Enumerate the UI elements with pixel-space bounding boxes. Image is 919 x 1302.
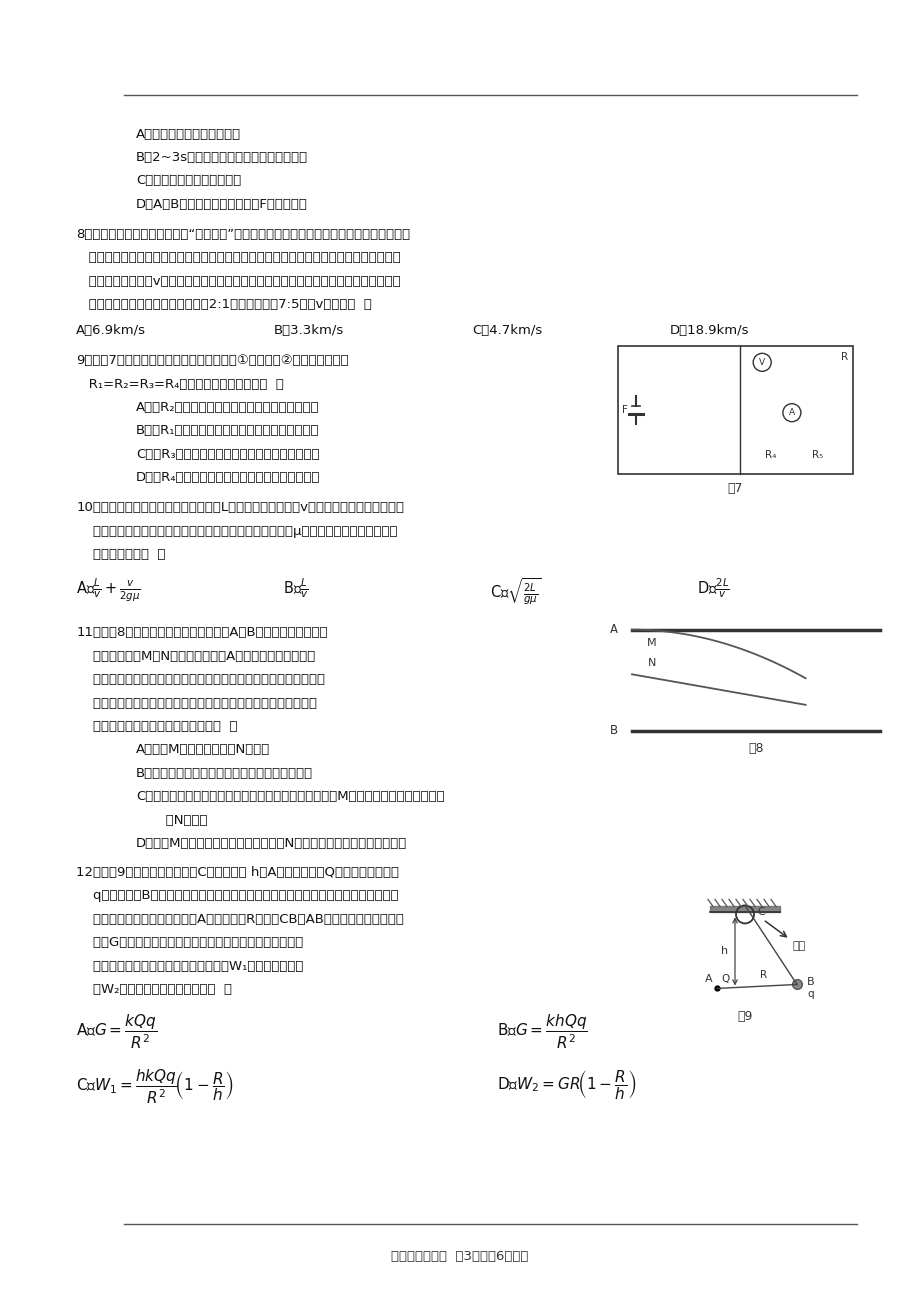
Text: B．$\frac{L}{v}$: B．$\frac{L}{v}$: [283, 577, 309, 600]
Text: R: R: [841, 353, 847, 362]
Text: C．从两个电荷进入电场到两个电荷相遇，电场力对电荷M做的功一定大于电场力对电: C．从两个电荷进入电场到两个电荷相遇，电场力对电荷M做的功一定大于电场力对电: [136, 790, 444, 803]
Text: 9．如图7所示，电源内阔不能忽略，电流表①和电压表②均为理想电表，: 9．如图7所示，电源内阔不能忽略，电流表①和电压表②均为理想电表，: [76, 354, 348, 367]
Text: R₁=R₂=R₃=R₄，下列说法中正确的是（  ）: R₁=R₂=R₃=R₄，下列说法中正确的是（ ）: [76, 378, 284, 391]
Text: V: V: [758, 358, 765, 367]
Text: A．$\frac{L}{v}+\frac{v}{2g\mu}$: A．$\frac{L}{v}+\frac{v}{2g\mu}$: [76, 577, 141, 604]
Text: 图9: 图9: [736, 1010, 752, 1023]
Text: q的带电小球B用绵缘细线绳栓着，细线跨过滑轮，另一端用适当大小的力拉住，使小: q的带电小球B用绵缘细线绳栓着，细线跨过滑轮，另一端用适当大小的力拉住，使小: [76, 889, 399, 902]
Text: 力为G，缓慢拉动细绳（始终保持小球平衡）直到小球刚到: 力为G，缓慢拉动细绳（始终保持小球平衡）直到小球刚到: [76, 936, 303, 949]
Text: 体，已知地球和火星的半径之比为2:1，密度之比为7:5，则v大约为（  ）: 体，已知地球和火星的半径之比为2:1，密度之比为7:5，则v大约为（ ）: [76, 298, 372, 311]
Text: C．$\sqrt{\frac{2L}{g\mu}}$: C．$\sqrt{\frac{2L}{g\mu}}$: [490, 577, 541, 607]
Bar: [618, 346, 852, 474]
Text: 为W₂，则下列关系式正确的是（  ）: 为W₂，则下列关系式正确的是（ ）: [76, 983, 233, 996]
Text: q: q: [806, 990, 812, 1000]
Text: 相互作用，则下列说法中正确的是（  ）: 相互作用，则下列说法中正确的是（ ）: [76, 720, 238, 733]
Text: 球处于静止状态，这时小球与A点的距离为R，细线CB与AB垂直。若小球所受的重: 球处于静止状态，这时小球与A点的距离为R，细线CB与AB垂直。若小球所受的重: [76, 913, 403, 926]
Text: Q: Q: [720, 974, 729, 984]
Text: 图7: 图7: [727, 482, 743, 495]
Text: D．18.9km/s: D．18.9km/s: [669, 324, 748, 337]
Text: C．4.7km/s: C．4.7km/s: [471, 324, 541, 337]
Text: R₄: R₄: [765, 450, 776, 460]
Text: D．$W_2=GR\!\left(1-\dfrac{R}{h}\right)$: D．$W_2=GR\!\left(1-\dfrac{R}{h}\right)$: [496, 1068, 635, 1100]
Text: 调整速度以线速度v在火星表面附近环绕飞行，若认为地球和火星都是质量分布均匀的球: 调整速度以线速度v在火星表面附近环绕飞行，若认为地球和火星都是质量分布均匀的球: [76, 275, 401, 288]
Text: 8．据报道，目前我国正在研制“萤火二号”火星探测器，假设此发射过程为：先让运载火箭将: 8．据报道，目前我国正在研制“萤火二号”火星探测器，假设此发射过程为：先让运载火…: [76, 228, 410, 241]
Text: 荷N做的功: 荷N做的功: [136, 814, 208, 827]
Text: 的时间可能是（  ）: 的时间可能是（ ）: [76, 548, 165, 561]
Text: B．若R₁断路，电流表示数变小，电压表示数变小: B．若R₁断路，电流表示数变小，电压表示数变小: [136, 424, 319, 437]
Text: B．3.3km/s: B．3.3km/s: [274, 324, 344, 337]
Text: B．2~3s时间内两物体间的摩擦力逐渐减小: B．2~3s时间内两物体间的摩擦力逐渐减小: [136, 151, 308, 164]
Text: A．$G=\dfrac{kQq}{R^2}$: A．$G=\dfrac{kQq}{R^2}$: [76, 1013, 157, 1052]
Text: B．$G=\dfrac{khQq}{R^2}$: B．$G=\dfrac{khQq}{R^2}$: [496, 1013, 587, 1052]
Text: 10．水平传送带两传动轮之间的距离为L，传送带以恒定速率v水平向右传送，在其左端无: 10．水平传送带两传动轮之间的距离为L，传送带以恒定速率v水平向右传送，在其左端…: [76, 501, 404, 514]
Text: A．电荷M的比荷大于电荷N的比荷: A．电荷M的比荷大于电荷N的比荷: [136, 743, 270, 756]
Text: C．$W_1=\dfrac{hkQq}{R^2}\!\left(1-\dfrac{R}{h}\right)$: C．$W_1=\dfrac{hkQq}{R^2}\!\left(1-\dfrac…: [76, 1068, 234, 1107]
Text: 个电荷恰好在板间某点相遇。若不考虑电荷的重力和它们之间的: 个电荷恰好在板间某点相遇。若不考虑电荷的重力和它们之间的: [76, 697, 317, 710]
Text: 滑轮的正下方过程中，拉力所做的功为W₁，电场力做的功: 滑轮的正下方过程中，拉力所做的功为W₁，电场力做的功: [76, 960, 303, 973]
Text: 源，两个电荷M和N同时分别从极板A的左边缘和两极板的正: 源，两个电荷M和N同时分别从极板A的左边缘和两极板的正: [76, 650, 315, 663]
Text: D．若R₄断路，电流表示数变小，电压表示数变大: D．若R₄断路，电流表示数变小，电压表示数变大: [136, 471, 321, 484]
Text: 12．如图9所示，在光滑小滑轮C正下方相距 h的A处固定一电量Q的点电荷，电量为: 12．如图9所示，在光滑小滑轮C正下方相距 h的A处固定一电量Q的点电荷，电量为: [76, 866, 399, 879]
Text: N: N: [647, 659, 655, 668]
Text: A: A: [609, 624, 618, 637]
Text: M: M: [646, 638, 656, 647]
Text: 其送入太空，以第一宇宙速度环绕地球飞行，再调整速度进入地火转移轨道，最后再一次: 其送入太空，以第一宇宙速度环绕地球飞行，再调整速度进入地火转移轨道，最后再一次: [76, 251, 401, 264]
Text: A．6.9km/s: A．6.9km/s: [76, 324, 146, 337]
Text: D．电荷M进入电场的初速度大小与电荷N进入电场的初速度大小一定相同: D．电荷M进入电场的初速度大小与电荷N进入电场的初速度大小一定相同: [136, 837, 407, 850]
Text: 初速度释放一小木块，小木块与传送带间的动摩擦因数为μ，则木块从左端运动到右端: 初速度释放一小木块，小木块与传送带间的动摩擦因数为μ，则木块从左端运动到右端: [76, 525, 397, 538]
Text: A．若R₂短路，电流表示数变小，电压表示数变大: A．若R₂短路，电流表示数变小，电压表示数变大: [136, 401, 320, 414]
Text: A: A: [788, 409, 794, 417]
Text: B: B: [806, 978, 813, 987]
Text: C．若R₃断路，电流表示数变大，电压表示数为零: C．若R₃断路，电流表示数变大，电压表示数为零: [136, 448, 320, 461]
Text: 图8: 图8: [747, 742, 763, 755]
Text: 《高三物理试题  第3页（兲6页）》: 《高三物理试题 第3页（兲6页）》: [391, 1250, 528, 1263]
Text: R: R: [759, 970, 766, 980]
Text: D．$\frac{2L}{v}$: D．$\frac{2L}{v}$: [697, 577, 730, 600]
Text: 11．如图8所示，水平放置的平行金属板A、B连接一电压恒定的电: 11．如图8所示，水平放置的平行金属板A、B连接一电压恒定的电: [76, 626, 328, 639]
Text: B: B: [609, 724, 618, 737]
Text: A: A: [705, 974, 712, 984]
Text: 拉力: 拉力: [792, 941, 805, 952]
Text: F: F: [621, 405, 627, 415]
Text: A．两物体沿直线做往复运动: A．两物体沿直线做往复运动: [136, 128, 241, 141]
Text: D．A对B的摩擦力方向始终与功F的方向相同: D．A对B的摩擦力方向始终与功F的方向相同: [136, 198, 308, 211]
Text: 中间沿水平方向同时进入板间电场（运动轨迹在同一平面内），两: 中间沿水平方向同时进入板间电场（运动轨迹在同一平面内），两: [76, 673, 325, 686]
Text: R₅: R₅: [811, 450, 823, 460]
Text: C．两物体将会出现相对滑动: C．两物体将会出现相对滑动: [136, 174, 241, 187]
Text: B．两个电荷在电场中相遇时的速度大小可能相等: B．两个电荷在电场中相遇时的速度大小可能相等: [136, 767, 313, 780]
Text: h: h: [720, 947, 727, 957]
Text: C: C: [756, 907, 764, 918]
